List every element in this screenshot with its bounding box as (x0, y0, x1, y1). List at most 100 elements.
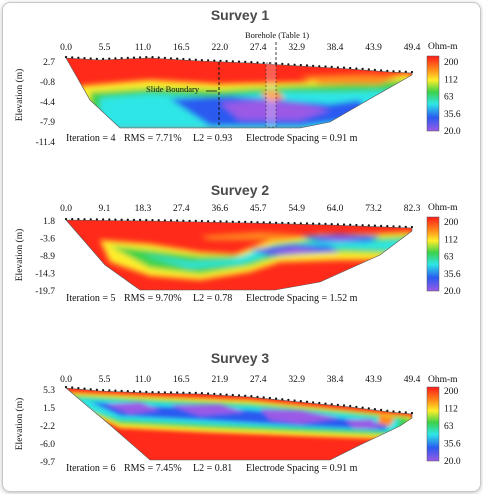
electrode-marker (225, 220, 228, 223)
survey-3-rms: RMS = 7.45% (124, 463, 182, 474)
colorbar-tick-label: 200 (444, 387, 459, 397)
electrode-marker (207, 392, 210, 395)
electrode-marker (262, 61, 265, 64)
y-tick-label: 1.5 (43, 404, 55, 414)
electrode-marker (342, 404, 346, 407)
electrode-marker (262, 221, 265, 224)
survey-1-colorbar-ticks: 200 112 63 35.6 20.0 (444, 58, 461, 137)
electrode-marker (225, 393, 228, 396)
electrode-marker (256, 395, 259, 398)
electrode-marker (176, 391, 179, 394)
electrode-marker (268, 62, 271, 65)
colorbar-tick-label: 112 (444, 75, 458, 85)
electrode-marker (324, 222, 327, 225)
survey-2-y-axis-label: Elevation (m) (14, 229, 25, 282)
electrode-marker (342, 223, 346, 226)
x-tick-label: 16.5 (173, 375, 190, 385)
borehole-marker (265, 62, 277, 128)
electrode-marker (324, 65, 327, 68)
x-tick-label: 64.0 (327, 204, 344, 214)
electrode-marker (64, 385, 68, 389)
x-tick-label: 43.9 (365, 43, 382, 53)
x-tick-label: 11.0 (135, 43, 152, 53)
x-tick-label: 0.0 (60, 204, 72, 214)
electrode-marker (225, 60, 228, 63)
y-tick-label: -6.0 (40, 440, 55, 450)
electrode-marker (404, 225, 407, 228)
electrode-marker (373, 408, 376, 411)
electrode-marker (318, 222, 321, 225)
electrode-marker (169, 391, 173, 394)
y-tick-label: -19.7 (35, 287, 55, 297)
x-tick-label: 27.4 (173, 204, 190, 214)
y-tick-label: -0.8 (40, 78, 55, 88)
colorbar-tick-label: 35.6 (444, 270, 461, 280)
electrode-marker (318, 401, 321, 404)
borehole-label: Borehole (Table 1) (245, 30, 309, 40)
electrode-marker (163, 56, 166, 60)
electrode-marker (188, 391, 191, 394)
x-tick-label: 36.6 (211, 204, 228, 214)
electrode-marker (182, 57, 185, 61)
electrode-marker (355, 223, 358, 227)
electrode-marker (305, 400, 309, 403)
survey-1-chart: Survey 1 Borehole (Table 1) 0.0 5.5 11.0 16… (14, 7, 461, 148)
electrode-marker (145, 56, 148, 59)
survey-2-spacing: Electrode Spacing = 1.52 m (246, 293, 358, 304)
colorbar-tick-label: 35.6 (444, 440, 461, 450)
electrode-marker (169, 219, 173, 222)
electrode-marker (404, 70, 407, 73)
y-tick-label: -8.9 (40, 252, 55, 262)
y-tick-label: -11.4 (36, 138, 56, 148)
x-tick-label: 21.9 (211, 375, 228, 385)
electrode-marker (312, 222, 315, 225)
y-tick-label: -2.2 (40, 422, 55, 432)
y-tick-label: 5.3 (43, 386, 55, 396)
electrode-marker (386, 225, 389, 228)
electrode-marker (336, 223, 339, 226)
y-tick-label: -3.6 (40, 235, 55, 245)
electrode-marker (237, 220, 241, 223)
x-tick-label: 5.5 (99, 43, 111, 53)
electrode-marker (361, 224, 364, 227)
x-tick-label: 38.4 (327, 43, 344, 53)
survey-3-y-ticks: 5.3 1.5 -2.2 -6.0 -9.7 (40, 386, 55, 468)
colorbar-tick-label: 20.0 (444, 287, 461, 297)
electrode-marker (281, 221, 284, 224)
electrode-marker (355, 405, 358, 408)
electrode-marker (275, 397, 278, 400)
electrode-marker (188, 219, 191, 222)
electrode-marker (324, 402, 327, 405)
electrode-marker (275, 221, 278, 224)
electrode-marker (219, 220, 222, 223)
survey-2-electrodes (64, 217, 414, 229)
electrode-marker (392, 225, 395, 228)
electrode-marker (71, 386, 74, 389)
electrode-marker (219, 59, 222, 62)
electrode-marker (157, 56, 160, 59)
survey-2-iteration: Iteration = 5 (66, 293, 116, 304)
electrode-marker (349, 66, 352, 70)
electrode-marker (367, 68, 370, 71)
electrode-marker (182, 219, 185, 222)
survey-3-colorbar (426, 386, 440, 462)
survey-1-y-ticks: 2.7 -0.8 -4.4 -7.9 -11.4 (36, 58, 56, 148)
electrode-marker (108, 57, 111, 60)
colorbar-tick-label: 63 (444, 253, 454, 263)
electrode-marker (126, 390, 129, 393)
survey-2-colorbar-ticks: 200 112 63 35.6 20.0 (444, 218, 461, 297)
electrode-marker (281, 398, 284, 401)
y-tick-label: -4.4 (40, 98, 55, 108)
electrode-marker (77, 218, 80, 221)
x-tick-label: 32.9 (288, 43, 305, 53)
electrode-marker (367, 407, 370, 410)
electrode-marker (139, 390, 142, 393)
electrode-marker (330, 65, 333, 68)
electrode-marker (89, 388, 92, 391)
electrode-marker (151, 56, 154, 59)
survey-1-title: Survey 1 (211, 7, 270, 23)
electrode-marker (312, 401, 315, 404)
electrode-marker (268, 221, 271, 224)
x-tick-label: 0.0 (60, 375, 72, 385)
electrode-marker (71, 218, 74, 221)
